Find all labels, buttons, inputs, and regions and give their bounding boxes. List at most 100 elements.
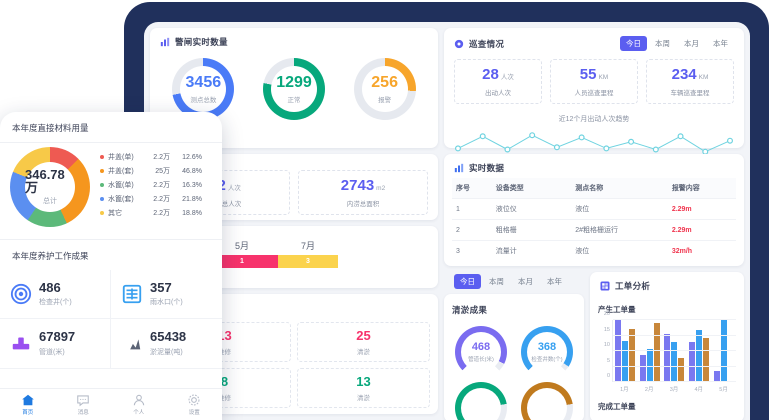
- table-cell-alarm: 2.29m: [667, 219, 736, 241]
- month-rank-bar: 3: [278, 255, 338, 268]
- legend-name: 水篦(单): [108, 182, 134, 189]
- trend-point: [529, 132, 536, 139]
- gauge-ring: [455, 382, 507, 420]
- donut-total-value: 346.78万: [25, 167, 65, 195]
- bar: [678, 357, 685, 382]
- maintain-grid: 486 检查井(个) 357 雨水口(个) 67897 管道(米) 65438 淤泥量(吨): [0, 270, 222, 369]
- manhole-icon: [10, 284, 32, 305]
- gauge-tab[interactable]: 今日: [454, 274, 481, 289]
- table-header-row: 序号 设备类型 测点名称 报警内容: [452, 178, 736, 199]
- legend-name: 其它: [108, 210, 122, 217]
- patrol-tab[interactable]: 本周: [655, 39, 670, 48]
- alarm-ring: 1299 正常: [262, 58, 325, 120]
- patrol-tab[interactable]: 本月: [684, 39, 699, 48]
- legend-item: 水篦(单) 2.2万 16.3%: [100, 180, 202, 190]
- gauge-tab[interactable]: 本年: [547, 277, 562, 286]
- stat-value: 234 KM: [671, 66, 709, 83]
- nav-item-user[interactable]: 个人: [111, 389, 167, 420]
- gauge-panel: 清淤成果 468 管道长(米) 368 检查井数(个): [444, 294, 584, 420]
- stat-unit: 人次: [500, 74, 514, 81]
- legend-percent: 12.6%: [182, 153, 202, 161]
- nav-item-message[interactable]: 消息: [56, 389, 112, 420]
- maintain-item: 65438 淤泥量(吨): [111, 319, 222, 369]
- table-col-header: 报警内容: [667, 178, 736, 199]
- realtime-table: 序号 设备类型 测点名称 报警内容 1 液位仪 液位 2.29m 2 粗格栅 2#粗格栅运行 2.2…: [452, 178, 736, 261]
- gridline: [613, 319, 736, 320]
- table-cell-point: 2#粗格栅运行: [571, 219, 668, 241]
- legend-amount: 2.2万: [153, 154, 170, 161]
- nav-item-gear[interactable]: 设置: [167, 389, 223, 420]
- nav-item-home[interactable]: 首页: [0, 389, 56, 420]
- maintain-text: 67897 管道(米): [39, 329, 75, 356]
- trend-point: [628, 138, 635, 145]
- work-order-panel: 工单分析 产生工单量 0 5 10 15 20 1月 2月 3月 4月 5月 完成工单量: [590, 272, 744, 420]
- stat-label: 出动人次: [485, 90, 511, 97]
- gridline: [613, 365, 736, 367]
- alarm-ring-value: 256: [371, 73, 398, 91]
- legend-percent: 46.8%: [182, 167, 202, 175]
- legend-color-dot: [100, 169, 104, 173]
- user-icon: [133, 394, 144, 406]
- bottom-navigation[interactable]: 首页 消息 个人 设置: [0, 388, 222, 420]
- realtime-table-panel: 实时数据 序号 设备类型 测点名称 报警内容 1 液位仪 液位 2.29m 2 粗格栅 2#粗格栅…: [444, 154, 744, 266]
- table-cell-type: 流量计: [491, 240, 572, 261]
- x-tick-label: 4月: [694, 387, 704, 393]
- table-row: 1 液位仪 液位 2.29m: [452, 198, 736, 220]
- table-cell-no: 3: [452, 240, 492, 261]
- gauge-tab[interactable]: 本月: [518, 277, 533, 286]
- maintain-item: 486 检查井(个): [0, 270, 111, 320]
- table-cell-point: 液位: [571, 198, 668, 220]
- gauge-tabs[interactable]: 今日 本周 本月 本年: [454, 274, 568, 289]
- patrol-tab[interactable]: 今日: [620, 36, 647, 51]
- bar: [622, 340, 629, 382]
- patrol-tab[interactable]: 本年: [713, 39, 728, 48]
- legend-amount: 2.2万: [153, 182, 170, 189]
- bar: [615, 320, 622, 382]
- legend-amount: 2.2万: [153, 210, 170, 217]
- alarm-ring: 256 报警: [353, 58, 416, 120]
- legend-color-dot: [100, 155, 104, 159]
- maintain-label: 淤泥量(吨): [150, 348, 183, 356]
- legend-item: 水篦(套) 2.2万 21.8%: [100, 194, 202, 204]
- legend-color-dot: [100, 197, 104, 201]
- maintain-value: 357: [150, 280, 172, 295]
- maintain-text: 357 雨水口(个): [150, 280, 183, 307]
- stat-label: 出动总人次: [208, 201, 242, 208]
- donut-center: 346.78万 总计: [25, 162, 75, 212]
- month-rank-item: 5月 1: [206, 239, 278, 268]
- maintain-label: 雨水口(个): [150, 299, 183, 307]
- gridline: [613, 334, 736, 336]
- table-body: 1 液位仪 液位 2.29m 2 粗格栅 2#粗格栅运行 2.29m 3 流量计 液位 32m/h: [452, 198, 736, 261]
- work-order-chart-title-2: 完成工单量: [598, 402, 636, 411]
- gauge-value: 468: [471, 340, 491, 353]
- patrol-panel-title: 巡查情况: [469, 38, 505, 49]
- gauge-tab[interactable]: 本周: [489, 277, 504, 286]
- work-order-chart-title: 产生工单量: [598, 305, 636, 314]
- alarm-ring-label: 正常: [287, 96, 301, 104]
- work-order-x-axis: 1月 2月 3月 4月 5月: [612, 382, 736, 393]
- patrol-stat-row: 28 人次 出动人次 55 KM 人员巡查里程 234 KM 车辆巡查里程: [444, 55, 744, 112]
- maintain-value: 486: [39, 280, 61, 295]
- legend-amount: 25万: [155, 168, 170, 175]
- alarm-ring-label: 报警: [378, 96, 392, 104]
- legend-color-dot: [100, 211, 104, 215]
- divider: [0, 142, 222, 143]
- bar: [703, 337, 710, 382]
- bar: [629, 328, 636, 382]
- realtime-table-header: 实时数据: [444, 154, 744, 178]
- sludge-icon: [123, 339, 141, 350]
- stat-unit: m2: [376, 185, 386, 192]
- trend-point: [479, 133, 486, 140]
- stat-label: 人员巡查里程: [574, 90, 614, 97]
- legend-percent: 21.8%: [182, 195, 202, 203]
- gauge-center: 468 管道长(米): [461, 332, 501, 372]
- home-icon: [21, 394, 34, 406]
- pipe-icon: [12, 337, 30, 350]
- patrol-tabs[interactable]: 今日 本周 本月 本年: [620, 36, 734, 51]
- maintain-label: 检查井(个): [39, 299, 72, 307]
- gauge-ring: [521, 382, 573, 420]
- stat-value: 55 KM: [579, 66, 609, 83]
- table-cell-alarm: 2.29m: [667, 198, 736, 220]
- bar-group: [687, 320, 712, 382]
- y-tick-label: 20: [603, 311, 610, 317]
